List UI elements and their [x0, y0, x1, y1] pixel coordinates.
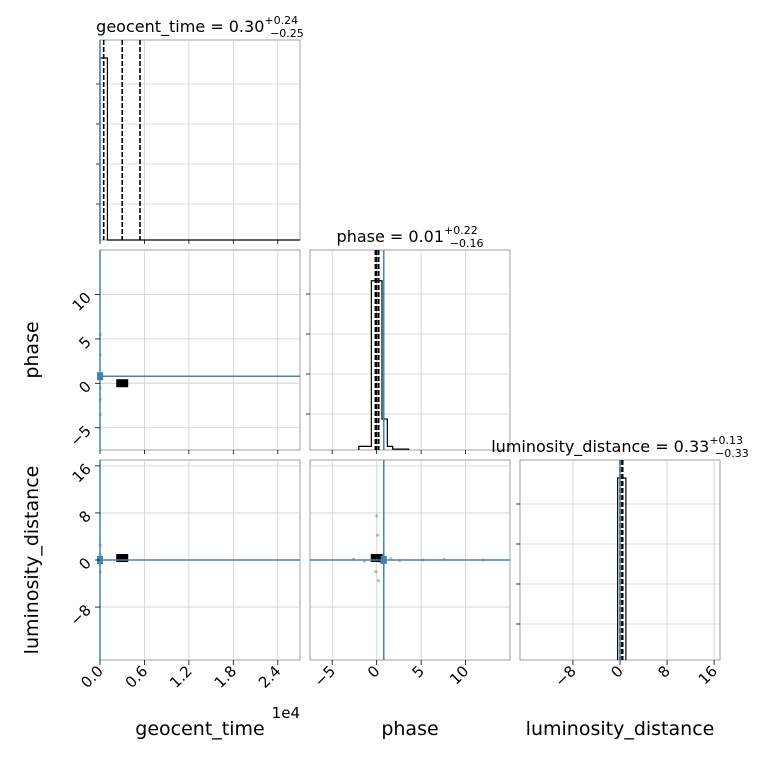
x-tick-label: 10 [446, 662, 472, 688]
panel-1-1: phase = 0.01+0.22 −0.16 [306, 224, 511, 451]
sample-point [375, 514, 379, 518]
panel-2-0 [97, 459, 301, 661]
panel-frame [309, 249, 511, 451]
x-tick-label: 2.4 [255, 662, 285, 692]
y-tick-label: 0 [75, 554, 94, 573]
density-core [116, 554, 129, 563]
y-tick-label: 16 [69, 460, 95, 486]
x-tick-label: 0 [364, 662, 383, 681]
panel-2-1 [309, 459, 511, 661]
truth-marker [97, 372, 103, 381]
y-tick-label: −8 [66, 601, 94, 629]
y-tick-label: −5 [66, 422, 94, 450]
density-core [370, 554, 383, 563]
y-tick-label: 10 [69, 289, 95, 315]
x-tick-label: 0.6 [122, 662, 152, 692]
sample-point [374, 570, 378, 574]
x-offset-text: 1e4 [272, 704, 300, 722]
sample-point [376, 578, 381, 583]
x-tick-label: 1.2 [166, 662, 196, 692]
x-axis-label-luminosity_distance: luminosity_distance [526, 718, 715, 740]
x-tick-label: 1.8 [211, 662, 241, 692]
x-tick-label: 0.0 [77, 662, 107, 692]
panel-frame [99, 39, 301, 241]
x-axis-label-geocent_time: geocent_time [135, 718, 264, 740]
panel-1-0 [97, 249, 301, 451]
x-tick-label: 16 [695, 662, 721, 688]
panel-title-geocent_time: geocent_time = 0.30+0.24 −0.25 [96, 14, 304, 40]
y-axis-label-luminosity_distance: luminosity_distance [21, 466, 43, 655]
panel-0-0: geocent_time = 0.30+0.24 −0.25 [96, 14, 304, 241]
truth-marker [380, 556, 387, 564]
x-tick-label: 0 [607, 662, 626, 681]
x-tick-label: −5 [311, 662, 339, 690]
panel-2-2: luminosity_distance = 0.33+0.13 −0.33 [491, 434, 749, 661]
histogram-phase [358, 280, 410, 450]
x-axis-label-phase: phase [381, 718, 438, 740]
x-tick-label: 8 [654, 662, 673, 681]
panel-frame [99, 249, 301, 451]
y-tick-label: 8 [75, 507, 94, 526]
sample-point [375, 533, 380, 537]
y-axis-label-phase: phase [21, 321, 43, 378]
x-tick-label: 5 [408, 662, 427, 681]
y-tick-label: 5 [75, 333, 94, 352]
panel-title-phase: phase = 0.01+0.22 −0.16 [337, 224, 484, 250]
x-tick-label: −8 [551, 662, 579, 690]
y-tick-label: 0 [75, 377, 94, 396]
panel-title-luminosity_distance: luminosity_distance = 0.33+0.13 −0.33 [491, 434, 749, 460]
density-core [116, 379, 129, 388]
